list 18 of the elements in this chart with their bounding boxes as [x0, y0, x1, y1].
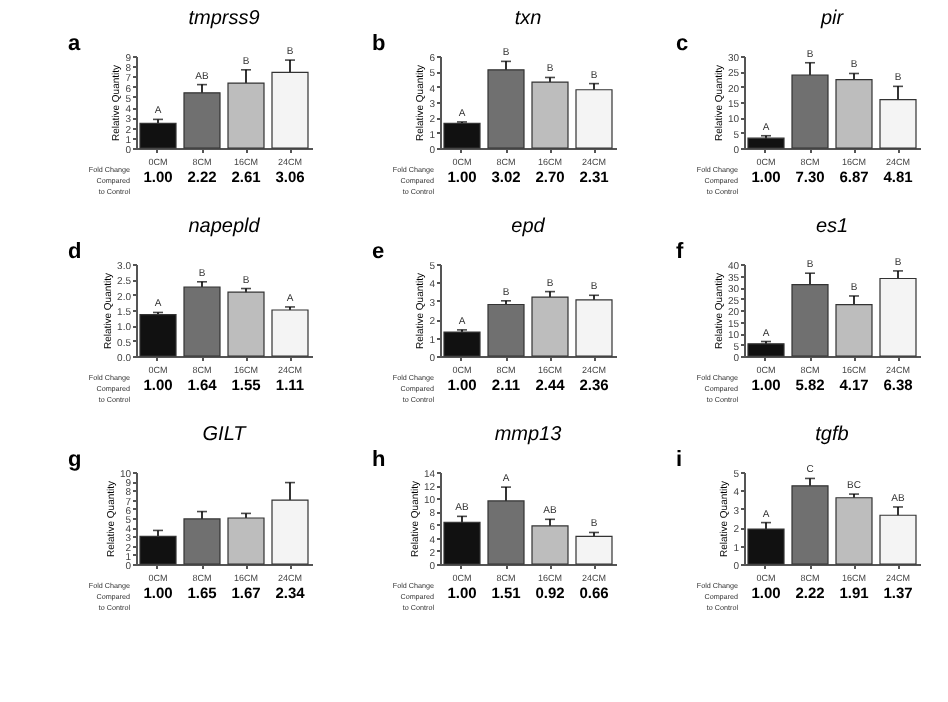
- text: h: [372, 448, 386, 472]
- chart-title: napepld: [188, 216, 261, 238]
- text: i: [676, 448, 683, 472]
- text: a: [68, 32, 82, 56]
- chart-title: tmprss9: [188, 8, 261, 30]
- text: g: [68, 448, 82, 472]
- chart-title: pir: [818, 8, 845, 30]
- chart-title: txn: [514, 8, 543, 30]
- chart-title: epd: [511, 216, 546, 238]
- text: e: [372, 240, 385, 264]
- chart-title: es1: [815, 216, 849, 238]
- chart-title: GILT: [202, 424, 248, 446]
- text: b: [372, 32, 386, 56]
- chart-title: mmp13: [494, 424, 563, 446]
- text: d: [68, 240, 82, 264]
- text: c: [676, 32, 689, 56]
- text: f: [676, 240, 684, 264]
- chart-title: tgfb: [815, 424, 850, 446]
